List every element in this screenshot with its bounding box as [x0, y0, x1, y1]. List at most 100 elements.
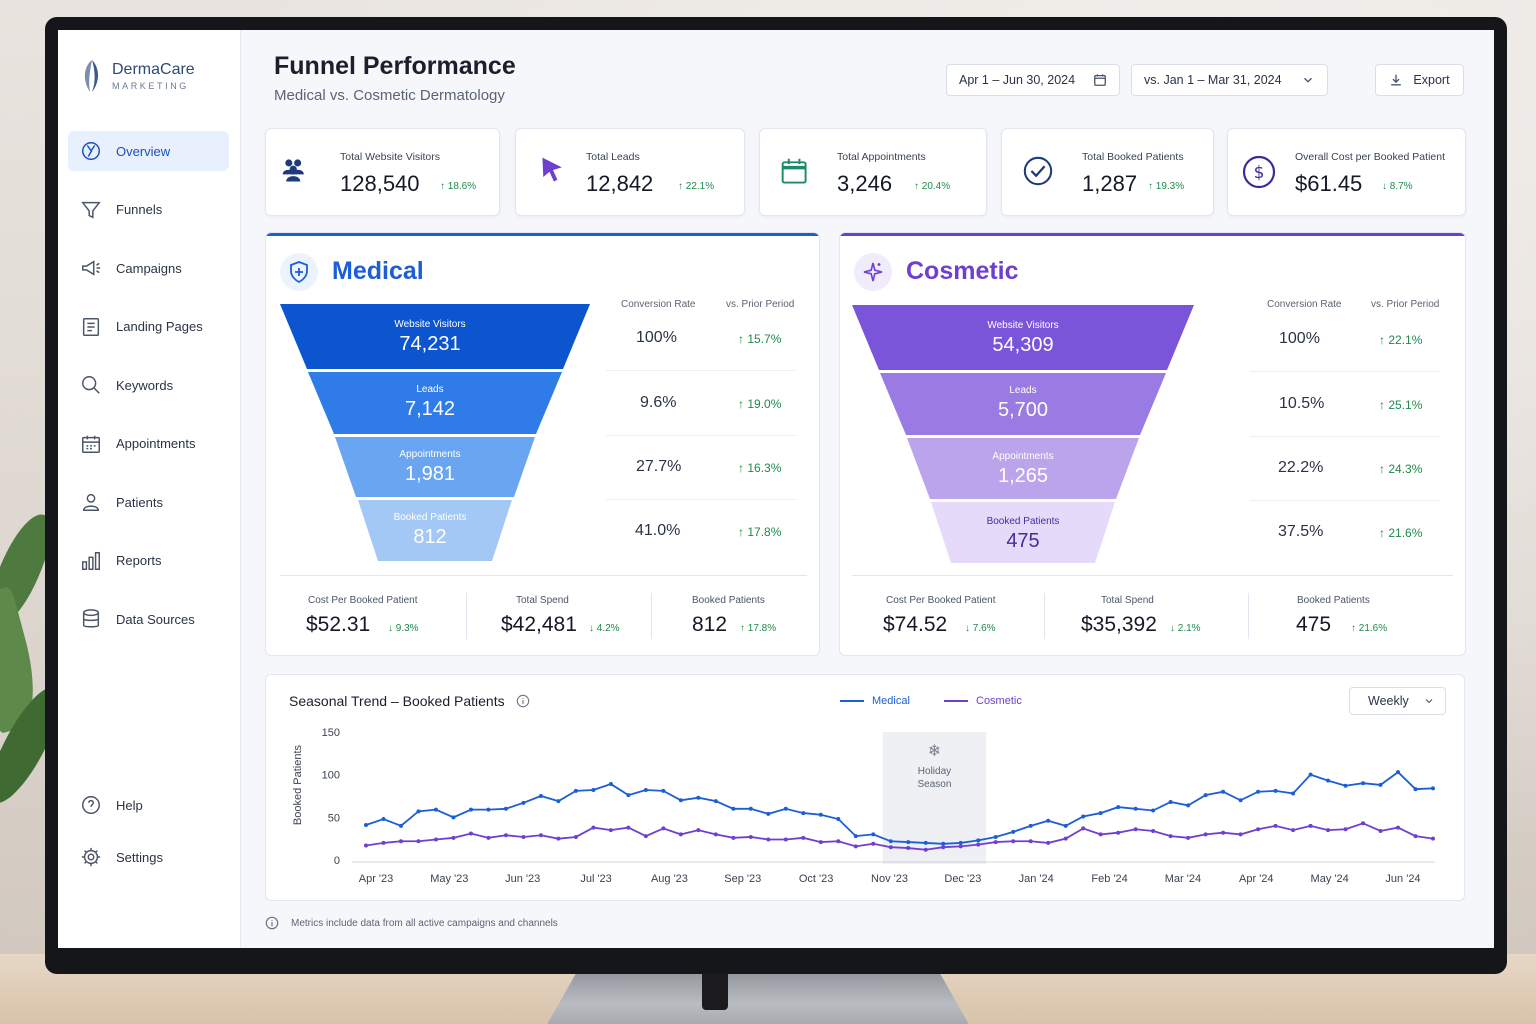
data-point[interactable] [888, 845, 893, 850]
data-point[interactable] [958, 840, 963, 845]
data-point[interactable] [836, 817, 841, 822]
data-point[interactable] [993, 834, 998, 839]
data-point[interactable] [801, 811, 806, 816]
data-point[interactable] [1081, 814, 1086, 819]
data-point[interactable] [416, 839, 421, 844]
data-point[interactable] [1028, 839, 1033, 844]
data-point[interactable] [556, 836, 561, 841]
data-point[interactable] [1133, 827, 1138, 832]
data-point[interactable] [538, 794, 543, 798]
sidebar-item-help[interactable]: Help [68, 785, 229, 825]
data-point[interactable] [521, 800, 526, 805]
data-point[interactable] [1063, 823, 1068, 828]
data-point[interactable] [1221, 789, 1226, 794]
data-point[interactable] [783, 806, 788, 811]
sidebar-item-keywords[interactable]: Keywords [68, 365, 229, 405]
data-point[interactable] [696, 795, 701, 800]
data-point[interactable] [941, 845, 946, 850]
data-point[interactable] [1116, 805, 1121, 810]
data-point[interactable] [1238, 832, 1243, 837]
data-point[interactable] [1291, 828, 1296, 833]
data-point[interactable] [1413, 787, 1418, 792]
data-point[interactable] [591, 825, 596, 830]
data-point[interactable] [1098, 811, 1103, 816]
data-point[interactable] [433, 807, 438, 812]
data-point[interactable] [1291, 791, 1296, 796]
data-point[interactable] [573, 788, 578, 793]
data-point[interactable] [1011, 829, 1016, 834]
interval-select[interactable]: Weekly [1349, 687, 1446, 715]
date-range-picker[interactable]: Apr 1 – Jun 30, 2024 [946, 64, 1120, 96]
data-point[interactable] [1028, 823, 1033, 828]
data-point[interactable] [486, 835, 491, 840]
data-point[interactable] [1168, 799, 1173, 804]
data-point[interactable] [993, 840, 998, 845]
data-point[interactable] [381, 840, 386, 845]
data-point[interactable] [941, 841, 946, 846]
kpi-card-booked-patients[interactable]: Total Booked Patients 1,287 ↑ 19.3% [1001, 128, 1214, 216]
sidebar-item-patients[interactable]: Patients [68, 482, 229, 522]
data-point[interactable] [1343, 827, 1348, 832]
data-point[interactable] [1168, 834, 1173, 839]
data-point[interactable] [1326, 778, 1331, 783]
data-point[interactable] [364, 843, 368, 848]
data-point[interactable] [678, 798, 683, 803]
data-point[interactable] [976, 838, 981, 843]
data-point[interactable] [1203, 793, 1208, 798]
sidebar-item-reports[interactable]: Reports [68, 541, 229, 581]
data-point[interactable] [451, 835, 456, 840]
data-point[interactable] [836, 839, 841, 844]
data-point[interactable] [556, 799, 561, 804]
kpi-card-appointments[interactable]: Total Appointments 3,246 ↑ 20.4% [759, 128, 987, 216]
data-point[interactable] [661, 826, 666, 831]
compare-range-select[interactable]: vs. Jan 1 – Mar 31, 2024 [1131, 64, 1328, 96]
data-point[interactable] [1186, 803, 1191, 808]
data-point[interactable] [1221, 830, 1226, 835]
data-point[interactable] [503, 806, 508, 811]
data-point[interactable] [503, 833, 508, 838]
data-point[interactable] [416, 809, 421, 814]
data-point[interactable] [1256, 827, 1261, 832]
data-point[interactable] [573, 834, 578, 839]
data-point[interactable] [521, 834, 526, 839]
kpi-card-visitors[interactable]: Total Website Visitors 128,540 ↑ 18.6% [265, 128, 500, 216]
sidebar-item-data-sources[interactable]: Data Sources [68, 599, 229, 639]
data-point[interactable] [871, 841, 876, 846]
sidebar-item-overview[interactable]: Overview [68, 131, 229, 171]
data-point[interactable] [661, 788, 666, 793]
sidebar-item-campaigns[interactable]: Campaigns [68, 248, 229, 288]
data-point[interactable] [451, 815, 456, 820]
data-point[interactable] [713, 832, 718, 837]
data-point[interactable] [748, 834, 753, 839]
data-point[interactable] [923, 840, 928, 845]
data-point[interactable] [1098, 832, 1103, 837]
data-point[interactable] [1063, 836, 1068, 841]
data-point[interactable] [433, 837, 438, 842]
data-point[interactable] [398, 823, 403, 828]
data-point[interactable] [1343, 783, 1348, 788]
data-point[interactable] [1046, 818, 1051, 823]
data-point[interactable] [626, 825, 631, 830]
data-point[interactable] [1273, 788, 1278, 793]
data-point[interactable] [1046, 840, 1051, 845]
data-point[interactable] [766, 837, 771, 842]
data-point[interactable] [1378, 782, 1383, 787]
data-point[interactable] [748, 806, 753, 811]
data-point[interactable] [906, 846, 911, 851]
legend-medical[interactable]: Medical [840, 695, 910, 707]
kpi-card-cost-per-patient[interactable]: $ Overall Cost per Booked Patient $61.45… [1227, 128, 1466, 216]
data-point[interactable] [1133, 806, 1138, 811]
sidebar-item-landing-pages[interactable]: Landing Pages [68, 307, 229, 347]
data-point[interactable] [1326, 828, 1331, 833]
brand-logo[interactable]: DermaCare MARKETING [80, 56, 195, 96]
data-point[interactable] [1378, 828, 1383, 833]
data-point[interactable] [818, 812, 823, 817]
data-point[interactable] [818, 840, 823, 845]
data-point[interactable] [1431, 786, 1435, 791]
sidebar-item-settings[interactable]: Settings [68, 837, 229, 877]
data-point[interactable] [853, 834, 858, 839]
data-point[interactable] [468, 831, 473, 836]
data-point[interactable] [608, 782, 613, 787]
data-point[interactable] [1011, 839, 1016, 844]
sidebar-item-appointments[interactable]: Appointments [68, 424, 229, 464]
